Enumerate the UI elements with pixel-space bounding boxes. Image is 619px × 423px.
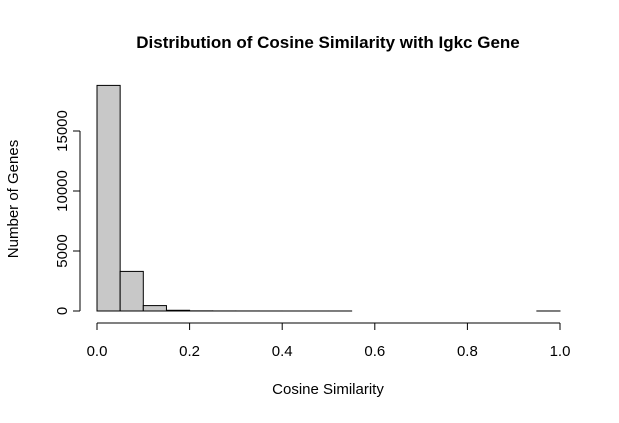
y-tick-label: 5000 <box>54 234 71 267</box>
histogram-bar-1 <box>120 271 143 311</box>
x-axis: 0.0 0.2 0.4 0.6 0.8 1.0 <box>87 323 571 360</box>
x-tick-label: 0.0 <box>87 343 108 360</box>
bars-group <box>97 85 560 311</box>
x-axis-label: Cosine Similarity <box>272 381 384 398</box>
x-tick-label: 0.4 <box>272 343 293 360</box>
x-tick-label: 0.6 <box>364 343 385 360</box>
y-tick-label: 10000 <box>54 170 71 212</box>
y-axis-label: Number of Genes <box>5 140 22 258</box>
y-tick-label: 15000 <box>54 110 71 152</box>
x-tick-label: 0.8 <box>457 343 478 360</box>
histogram-bar-0 <box>97 85 120 311</box>
y-tick-label: 0 <box>54 307 71 315</box>
x-tick-label: 0.2 <box>179 343 200 360</box>
histogram-bar-2 <box>143 306 166 311</box>
y-axis: 0 5000 10000 15000 <box>54 110 80 315</box>
chart-title: Distribution of Cosine Similarity with I… <box>136 33 520 52</box>
x-tick-label: 1.0 <box>550 343 571 360</box>
histogram-bar-3 <box>166 310 189 311</box>
